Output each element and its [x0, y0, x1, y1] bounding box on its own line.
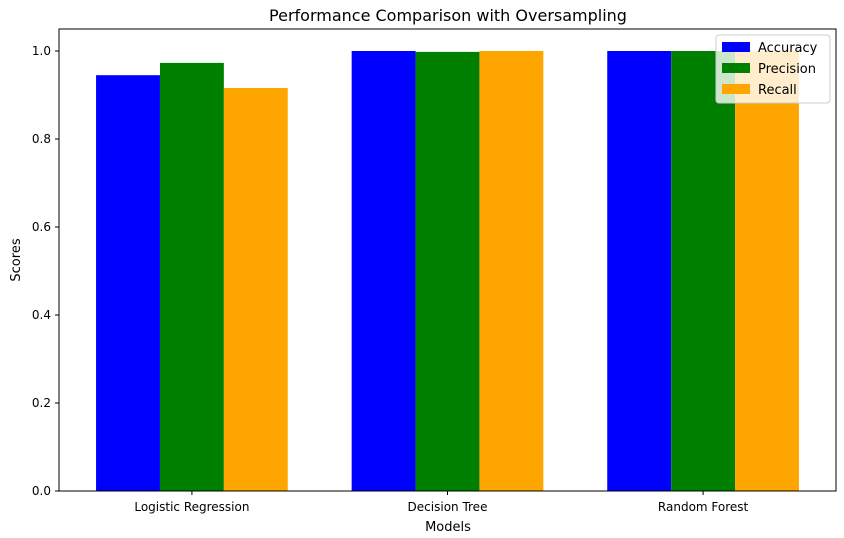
- y-axis: 0.0 0.2 0.4 0.6 0.8 1.0: [32, 44, 59, 498]
- bar-recall-0: [223, 87, 288, 492]
- x-tick-label: Decision Tree: [408, 500, 488, 514]
- bar-precision-2: [671, 51, 736, 491]
- legend-label-accuracy: Accuracy: [758, 41, 818, 56]
- legend-swatch-precision: [722, 63, 750, 73]
- bar-accuracy-1: [351, 51, 416, 491]
- x-axis-label: Models: [425, 520, 471, 535]
- x-axis: Logistic Regression Decision Tree Random F…: [134, 491, 749, 514]
- legend-label-precision: Precision: [758, 62, 816, 77]
- legend-label-recall: Recall: [758, 83, 797, 98]
- y-tick-label: 0.8: [32, 132, 51, 146]
- y-tick-label: 1.0: [32, 44, 51, 58]
- bar-precision-0: [159, 62, 224, 491]
- y-tick-label: 0.2: [32, 396, 51, 410]
- chart-title: Performance Comparison with Oversampling: [269, 6, 627, 25]
- legend-swatch-accuracy: [722, 42, 750, 52]
- y-tick-label: 0.6: [32, 220, 51, 234]
- y-axis-label: Scores: [9, 238, 24, 281]
- bar-recall-1: [479, 51, 544, 491]
- bar-accuracy-2: [607, 51, 672, 491]
- bar-accuracy-0: [96, 75, 160, 491]
- y-tick-label: 0.0: [32, 484, 51, 498]
- bar-recall-2: [735, 51, 799, 491]
- bar-precision-1: [415, 51, 480, 491]
- y-tick-label: 0.4: [32, 308, 51, 322]
- legend: Accuracy Precision Recall: [715, 34, 831, 104]
- x-tick-label: Random Forest: [658, 500, 749, 514]
- bars-group: [96, 51, 799, 492]
- legend-swatch-recall: [722, 84, 750, 94]
- x-tick-label: Logistic Regression: [134, 500, 249, 514]
